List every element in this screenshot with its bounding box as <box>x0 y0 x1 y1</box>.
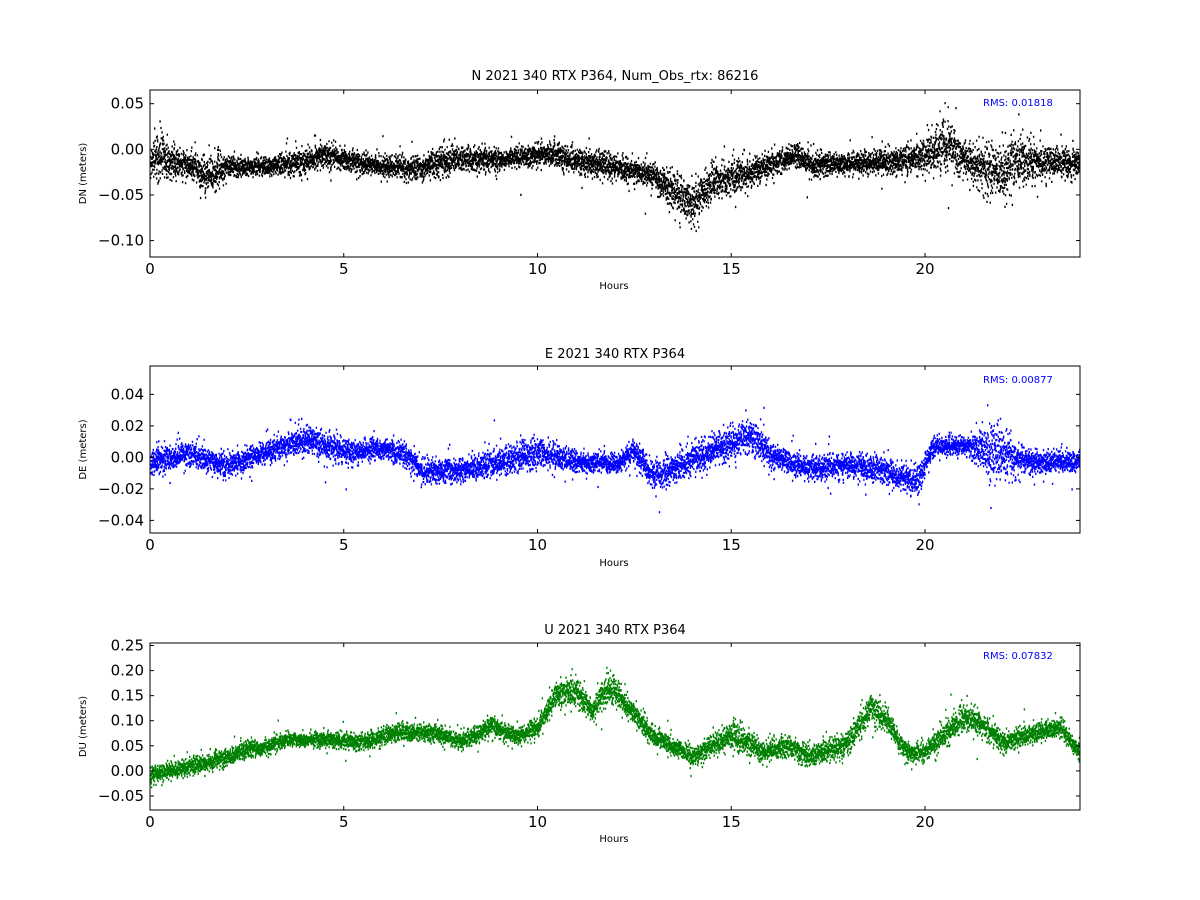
panel-up-series-marks <box>150 666 1080 789</box>
panel-up-ytick-label: 0.10 <box>111 712 144 730</box>
panel-up-ytick-label: 0.00 <box>111 762 144 780</box>
panel-north-frame <box>149 89 1081 258</box>
panel-up-scatter-points <box>150 666 1080 789</box>
panel-north-scatter-points <box>150 102 1080 233</box>
panel-north-xtick-label: 20 <box>915 260 934 278</box>
panel-north-ytick-label: 0.00 <box>111 140 144 158</box>
panel-up-xlabel: Hours <box>599 834 628 845</box>
panel-north-ytick-label: −0.10 <box>98 232 144 250</box>
panel-east-xtick-label: 5 <box>339 536 349 554</box>
panel-east-series-marks <box>150 404 1080 514</box>
panel-up-ylabel: DU (meters) <box>78 696 89 757</box>
panel-up-xtick-label: 15 <box>722 813 741 831</box>
panel-up-frame <box>149 642 1081 811</box>
panel-east-title: E 2021 340 RTX P364 <box>545 347 685 362</box>
panel-east-ytick-label: −0.02 <box>98 480 144 498</box>
panel-north-rms-label: RMS: 0.01818 <box>983 98 1053 109</box>
panel-up-rms-label: RMS: 0.07832 <box>983 651 1053 662</box>
panel-east: E 2021 340 RTX P364 DE (meters) Hours 0 5… <box>78 347 1081 569</box>
panel-north-xtick-label: 5 <box>339 260 349 278</box>
panel-up-ytick-label: 0.20 <box>111 662 144 680</box>
panel-up-xtick-label: 0 <box>145 813 155 831</box>
panel-north-ytick-label: −0.05 <box>98 186 144 204</box>
panel-east-ytick-label: 0.04 <box>111 385 144 403</box>
panel-north-title: N 2021 340 RTX P364, Num_Obs_rtx: 86216 <box>472 69 759 84</box>
panel-up-title: U 2021 340 RTX P364 <box>544 623 686 638</box>
panel-east-ylabel: DE (meters) <box>78 419 89 479</box>
panel-east-scatter-points <box>150 404 1080 514</box>
panel-up-ytick-label: 0.25 <box>111 637 144 655</box>
panel-east-xtick-label: 10 <box>528 536 547 554</box>
panel-east-frame <box>149 365 1081 534</box>
panel-north-xtick-label: 15 <box>722 260 741 278</box>
panel-east-xtick-label: 0 <box>145 536 155 554</box>
panel-up-ytick-label: 0.05 <box>111 737 144 755</box>
panel-north-ylabel: DN (meters) <box>78 143 89 205</box>
panel-east-ytick-label: 0.02 <box>111 417 144 435</box>
panel-east-xtick-label: 15 <box>722 536 741 554</box>
panel-north-xtick-label: 10 <box>528 260 547 278</box>
panel-north-xtick-label: 0 <box>145 260 155 278</box>
panel-up-xtick-label: 5 <box>339 813 349 831</box>
panel-north-series-marks <box>150 102 1080 233</box>
panel-north-xlabel: Hours <box>599 281 628 292</box>
panel-up-xtick-label: 10 <box>528 813 547 831</box>
panel-east-ytick-label: 0.00 <box>111 448 144 466</box>
panel-up-ytick-label: 0.15 <box>111 687 144 705</box>
panel-up-xtick-label: 20 <box>915 813 934 831</box>
panel-up: U 2021 340 RTX P364 DU (meters) Hours 0 5… <box>78 623 1081 845</box>
panel-east-xtick-label: 20 <box>915 536 934 554</box>
panel-east-rms-label: RMS: 0.00877 <box>983 375 1053 386</box>
panel-up-ytick-label: −0.05 <box>98 787 144 805</box>
panel-north-ytick-label: 0.05 <box>111 95 144 113</box>
panel-east-ytick-label: −0.04 <box>98 511 144 529</box>
panel-north: N 2021 340 RTX P364, Num_Obs_rtx: 86216 … <box>78 69 1081 292</box>
panel-east-xlabel: Hours <box>599 558 628 569</box>
